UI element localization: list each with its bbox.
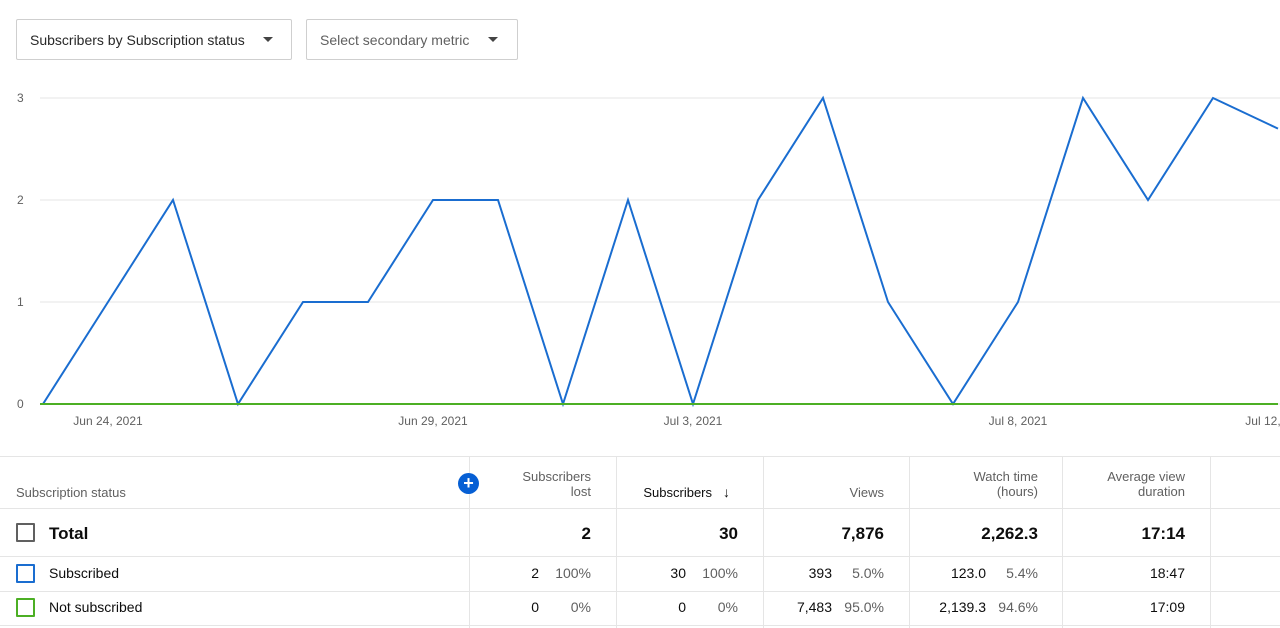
- subscribed-subscribers-lost-pct: 100%: [555, 565, 591, 581]
- header-line: Subscribers: [522, 469, 591, 484]
- caret-down-icon: [263, 37, 273, 42]
- total-checkbox[interactable]: [16, 523, 35, 542]
- not-subscribed-watch-time: 2,139.3: [939, 599, 986, 615]
- subscribers-line-chart: 0 1 2 3 Jun 24, 2021 Jun 29, 2021 Jul 3, 2021…: [17, 91, 1280, 428]
- total-average-view-duration: 17:14: [1141, 524, 1185, 543]
- total-subscribers: 30: [719, 524, 738, 543]
- total-label: Total: [49, 524, 89, 543]
- total-views: 7,876: [841, 524, 884, 543]
- x-tick-label: Jun 24, 2021: [73, 414, 143, 428]
- row-label-subscribed: Subscribed: [49, 565, 120, 581]
- subscribed-average-view-duration: 18:47: [1149, 565, 1185, 581]
- not-subscribed-subscribers-pct: 0%: [717, 599, 738, 615]
- subscribed-watch-time: 123.0: [950, 565, 986, 581]
- y-tick-label: 2: [17, 193, 24, 207]
- y-tick-label: 3: [17, 91, 24, 105]
- subscribed-subscribers-lost: 2: [531, 565, 539, 581]
- x-tick-label: Jul 12, 2021: [1245, 414, 1280, 428]
- x-tick-label: Jun 29, 2021: [398, 414, 468, 428]
- column-header-subscription-status[interactable]: Subscription status: [16, 485, 126, 500]
- column-header-average-view-duration[interactable]: Average view duration: [1107, 469, 1185, 499]
- add-dimension-icon[interactable]: +: [458, 473, 479, 494]
- not-subscribed-subscribers-lost: 0: [531, 599, 539, 615]
- header-line: Watch time: [973, 469, 1038, 484]
- header-line: (hours): [996, 484, 1038, 499]
- not-subscribed-subscribers: 0: [678, 599, 686, 615]
- subscribed-subscribers: 30: [670, 565, 686, 581]
- total-watch-time: 2,262.3: [981, 524, 1038, 543]
- subscribed-subscribers-pct: 100%: [702, 565, 738, 581]
- metrics-table: Subscription status + Subscribers lost S…: [0, 456, 1280, 628]
- header-line: lost: [570, 484, 591, 499]
- series-line-subscribed: [40, 95, 1279, 408]
- column-header-watch-time[interactable]: Watch time (hours): [973, 469, 1038, 499]
- column-header-views[interactable]: Views: [849, 485, 884, 500]
- subscribed-watch-time-pct: 5.4%: [1006, 565, 1038, 581]
- x-tick-label: Jul 8, 2021: [989, 414, 1048, 428]
- not-subscribed-average-view-duration: 17:09: [1149, 599, 1185, 615]
- not-subscribed-views-pct: 95.0%: [844, 599, 884, 615]
- not-subscribed-checkbox[interactable]: [16, 598, 35, 617]
- subscribed-checkbox[interactable]: [16, 564, 35, 583]
- secondary-metric-label: Select secondary metric: [320, 31, 470, 48]
- column-header-subscribers[interactable]: Subscribers: [643, 485, 712, 500]
- subscribed-views: 393: [808, 565, 832, 581]
- not-subscribed-views: 7,483: [796, 599, 832, 615]
- sort-down-arrow-icon[interactable]: ↓: [723, 484, 730, 500]
- header-line: duration: [1138, 484, 1185, 499]
- secondary-metric-dropdown[interactable]: Select secondary metric: [306, 19, 518, 60]
- caret-down-icon: [488, 37, 498, 42]
- subscribed-views-pct: 5.0%: [852, 565, 884, 581]
- y-tick-label: 1: [17, 295, 24, 309]
- y-tick-label: 0: [17, 397, 24, 411]
- x-tick-label: Jul 3, 2021: [664, 414, 723, 428]
- total-subscribers-lost: 2: [581, 524, 591, 543]
- primary-metric-dropdown[interactable]: Subscribers by Subscription status: [16, 19, 292, 60]
- row-label-not-subscribed: Not subscribed: [49, 599, 143, 615]
- column-header-subscribers-lost[interactable]: Subscribers lost: [522, 469, 591, 499]
- primary-metric-label: Subscribers by Subscription status: [30, 31, 245, 48]
- not-subscribed-subscribers-lost-pct: 0%: [570, 599, 591, 615]
- header-line: Average view: [1107, 469, 1185, 484]
- not-subscribed-watch-time-pct: 94.6%: [998, 599, 1038, 615]
